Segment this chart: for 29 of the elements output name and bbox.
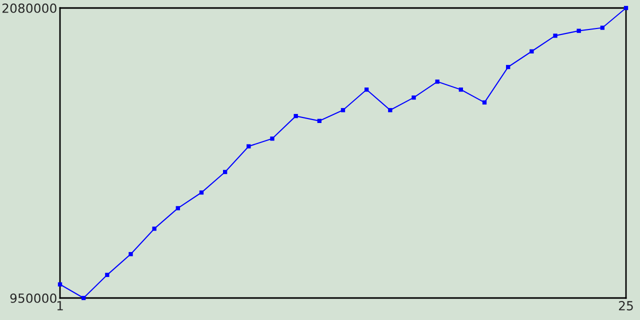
point <box>58 282 62 286</box>
point <box>458 88 463 92</box>
point <box>388 108 392 112</box>
point <box>364 88 369 92</box>
point <box>530 49 534 54</box>
point <box>270 136 274 141</box>
point <box>576 28 581 33</box>
point <box>482 100 487 105</box>
point <box>435 80 440 84</box>
y-tick-label: 950000 <box>10 293 56 303</box>
point <box>223 170 228 174</box>
y-tick-label: 2080000 <box>2 3 56 13</box>
point <box>317 118 322 124</box>
point <box>294 114 298 118</box>
point <box>340 108 346 112</box>
point <box>199 190 204 195</box>
point <box>176 206 180 210</box>
point <box>600 26 604 30</box>
point <box>128 252 133 256</box>
point <box>624 6 628 10</box>
point <box>246 144 251 148</box>
point <box>152 226 156 231</box>
point <box>553 34 558 38</box>
x-tick-label: 25 <box>618 301 633 310</box>
x-tick-label: 1 <box>57 301 63 310</box>
point <box>412 95 416 100</box>
point <box>82 296 86 300</box>
point <box>105 272 110 277</box>
point <box>506 64 510 70</box>
